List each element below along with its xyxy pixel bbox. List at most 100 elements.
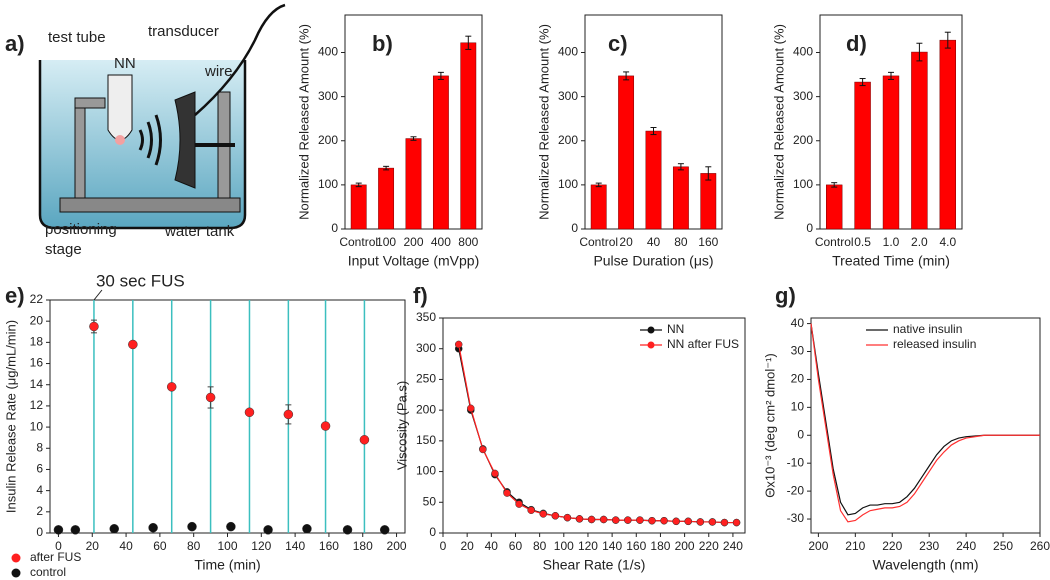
y-tick-label: 100: [558, 177, 578, 191]
y-tick-label: 400: [558, 45, 578, 59]
point: [551, 512, 560, 520]
x-axis-label: Wavelength (nm): [872, 557, 978, 573]
y-tick-label: 40: [791, 316, 805, 330]
point: [611, 516, 620, 524]
point: [599, 515, 608, 524]
x-tick-label: Control: [815, 235, 854, 249]
bar: [854, 81, 871, 230]
y-tick-label: 18: [30, 335, 44, 349]
bar: [825, 184, 843, 230]
point: [527, 506, 535, 515]
x-tick-label: 200: [675, 539, 695, 553]
x-tick-label: 100: [217, 539, 237, 553]
y-tick-label: 200: [558, 133, 578, 147]
legend-label: released insulin: [893, 337, 976, 351]
bar: [618, 75, 635, 230]
x-tick-label: 80: [533, 539, 547, 553]
y-tick-label: 0: [331, 221, 338, 235]
x-tick-label: 160: [626, 539, 646, 553]
x-tick-label: 140: [602, 539, 622, 553]
point: [672, 517, 680, 526]
y-tick-label: 300: [793, 89, 813, 103]
y-tick-label: 2: [36, 504, 43, 518]
line: [810, 323, 1040, 516]
y-tick-label: 16: [30, 356, 44, 370]
legend-marker: [647, 326, 655, 334]
panel-label: c): [608, 31, 628, 56]
x-tick-label: 120: [251, 539, 271, 553]
point: [359, 435, 370, 445]
point: [302, 524, 312, 534]
legend-label: after FUS: [30, 550, 81, 564]
y-axis-label: Viscosity (Pa.s): [394, 381, 409, 470]
x-tick-label: 180: [650, 539, 670, 553]
y-tick-label: 50: [423, 494, 437, 508]
point: [587, 515, 596, 524]
x-tick-label: 80: [674, 235, 688, 249]
point: [467, 404, 475, 413]
bar: [939, 39, 957, 230]
point: [342, 525, 353, 535]
panel-label: f): [413, 283, 428, 308]
point: [636, 516, 644, 524]
line: [458, 344, 737, 524]
line: [810, 323, 1040, 523]
y-tick-label: 10: [30, 419, 44, 433]
plot-frame: [810, 317, 1041, 534]
point: [70, 525, 81, 535]
point: [166, 382, 177, 392]
x-tick-label: 40: [485, 539, 499, 553]
point: [660, 516, 668, 525]
y-axis-label: Insulin Release Rate (μg/mL/min): [3, 320, 18, 513]
y-tick-label: 100: [416, 464, 436, 478]
y-tick-label: -10: [787, 455, 805, 469]
y-axis-label: Normalized Released Amount (%): [771, 24, 786, 220]
legend-marker: [11, 553, 21, 563]
y-tick-label: 300: [558, 89, 578, 103]
bar: [350, 184, 367, 230]
legend-marker: [11, 568, 21, 578]
y-tick-label: 200: [416, 402, 436, 416]
y-tick-label: 6: [36, 462, 43, 476]
y-tick-label: -20: [787, 483, 805, 497]
x-tick-label: 160: [698, 235, 718, 249]
x-tick-label: 100: [376, 235, 396, 249]
x-tick-label: 220: [699, 539, 719, 553]
y-tick-label: 300: [318, 89, 338, 103]
x-tick-label: 40: [119, 539, 133, 553]
x-tick-label: 200: [387, 539, 407, 553]
diagram-label: stage: [45, 241, 82, 258]
x-tick-label: 200: [808, 539, 828, 553]
y-axis-label: Normalized Released Amount (%): [536, 24, 551, 220]
point: [148, 522, 158, 533]
legend-label: control: [30, 565, 66, 579]
y-tick-label: 12: [30, 398, 44, 412]
y-tick-label: 8: [36, 440, 43, 454]
x-tick-label: 40: [647, 235, 661, 249]
y-tick-label: 150: [416, 433, 436, 447]
x-tick-label: 0.5: [854, 235, 871, 249]
x-tick-label: 2.0: [911, 235, 928, 249]
point: [187, 521, 197, 532]
x-tick-label: 100: [554, 539, 574, 553]
plot-frame: [49, 299, 406, 534]
plot-frame: [442, 317, 746, 534]
x-axis-label: Pulse Duration (μs): [593, 253, 713, 269]
bar: [432, 75, 449, 230]
point: [109, 524, 119, 534]
point: [563, 513, 572, 522]
x-tick-label: 180: [353, 539, 373, 553]
x-tick-label: 0: [440, 539, 447, 553]
bar: [700, 173, 717, 230]
point: [244, 407, 255, 418]
transducer: [174, 91, 196, 189]
holder-arm: [74, 97, 106, 109]
y-tick-label: 20: [791, 372, 805, 386]
x-axis-label: Input Voltage (mVpp): [348, 253, 480, 269]
y-tick-label: 0: [797, 427, 804, 441]
bar: [911, 51, 928, 230]
bar: [882, 75, 900, 230]
legend-label: native insulin: [893, 322, 962, 336]
x-tick-label: 260: [1030, 539, 1050, 553]
y-tick-label: 350: [416, 310, 436, 324]
